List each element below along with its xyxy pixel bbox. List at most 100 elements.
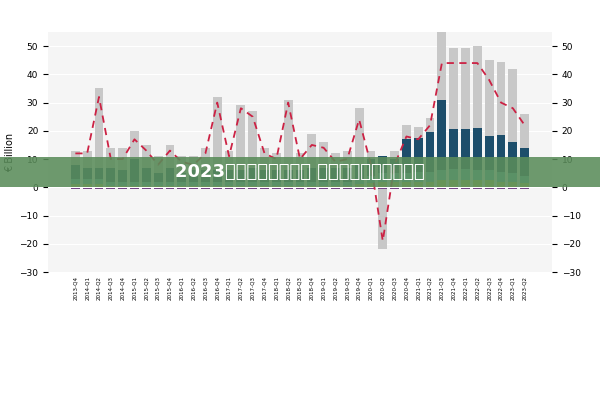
Bar xyxy=(130,186,139,187)
Bar xyxy=(178,173,186,182)
Bar xyxy=(213,97,221,170)
Bar xyxy=(449,187,458,189)
Bar xyxy=(473,180,482,187)
Bar xyxy=(83,187,92,189)
Bar xyxy=(414,182,422,187)
Bar xyxy=(461,130,470,169)
Bar xyxy=(343,187,352,189)
Bar xyxy=(248,111,257,168)
Bar xyxy=(284,187,293,189)
Bar xyxy=(236,182,245,186)
Bar xyxy=(71,187,80,189)
Bar xyxy=(95,187,103,189)
Bar xyxy=(95,88,103,168)
Bar xyxy=(497,172,505,182)
Bar xyxy=(178,156,186,173)
Bar xyxy=(473,187,482,189)
Bar xyxy=(260,187,269,189)
Bar xyxy=(213,182,221,186)
Bar xyxy=(83,184,92,187)
Bar xyxy=(106,168,115,182)
Bar xyxy=(130,182,139,186)
Bar xyxy=(201,186,210,187)
Bar xyxy=(437,170,446,180)
Bar xyxy=(189,182,198,186)
Bar xyxy=(178,187,186,189)
Bar xyxy=(106,187,115,189)
Bar xyxy=(142,168,151,182)
Bar xyxy=(461,169,470,180)
Bar xyxy=(355,108,364,165)
Bar xyxy=(379,156,387,173)
Bar xyxy=(178,182,186,186)
Bar xyxy=(461,48,470,130)
Bar xyxy=(224,150,233,170)
Bar xyxy=(402,173,411,182)
Bar xyxy=(307,134,316,168)
Bar xyxy=(307,187,316,189)
Bar xyxy=(260,170,269,182)
Bar xyxy=(189,187,198,189)
Bar xyxy=(355,187,364,189)
Bar xyxy=(425,172,434,182)
Bar xyxy=(508,182,517,187)
Bar xyxy=(166,168,175,182)
Bar xyxy=(224,187,233,189)
Bar xyxy=(284,100,293,170)
Bar xyxy=(367,150,376,159)
Bar xyxy=(319,182,328,186)
Bar xyxy=(449,48,458,130)
Bar xyxy=(213,186,221,187)
Bar xyxy=(272,186,281,187)
Bar xyxy=(224,186,233,187)
Bar xyxy=(437,187,446,189)
Bar xyxy=(437,180,446,187)
Bar xyxy=(402,125,411,139)
Bar xyxy=(343,182,352,186)
Bar xyxy=(236,106,245,170)
Bar xyxy=(118,186,127,187)
Bar xyxy=(520,148,529,176)
Bar xyxy=(367,159,376,176)
Bar xyxy=(355,179,364,184)
Bar xyxy=(284,170,293,182)
Bar xyxy=(296,187,304,189)
Bar xyxy=(402,139,411,173)
Bar xyxy=(414,138,422,172)
Bar xyxy=(437,21,446,100)
Bar xyxy=(284,182,293,186)
Bar xyxy=(189,186,198,187)
Bar xyxy=(236,170,245,182)
Bar xyxy=(390,187,399,189)
Bar xyxy=(425,187,434,189)
Bar xyxy=(272,182,281,186)
Bar xyxy=(520,187,529,189)
Bar xyxy=(508,187,517,189)
Bar xyxy=(414,126,422,138)
Bar xyxy=(331,187,340,189)
Bar xyxy=(106,186,115,187)
Bar xyxy=(508,173,517,182)
Bar xyxy=(118,148,127,170)
Bar xyxy=(189,170,198,182)
Bar xyxy=(166,186,175,187)
Bar xyxy=(142,182,151,186)
Bar xyxy=(379,187,387,250)
Bar xyxy=(379,182,387,187)
Y-axis label: € Billion: € Billion xyxy=(5,132,15,172)
Bar xyxy=(485,136,494,170)
Bar xyxy=(307,168,316,182)
Bar xyxy=(189,156,198,170)
Bar xyxy=(106,182,115,186)
Bar xyxy=(461,187,470,189)
Bar xyxy=(319,187,328,189)
Bar xyxy=(284,186,293,187)
Bar xyxy=(449,169,458,180)
Bar xyxy=(248,187,257,189)
Bar xyxy=(260,186,269,187)
Bar xyxy=(213,187,221,189)
Bar xyxy=(236,187,245,189)
Bar xyxy=(154,173,163,182)
Bar xyxy=(95,179,103,184)
Bar xyxy=(83,179,92,184)
